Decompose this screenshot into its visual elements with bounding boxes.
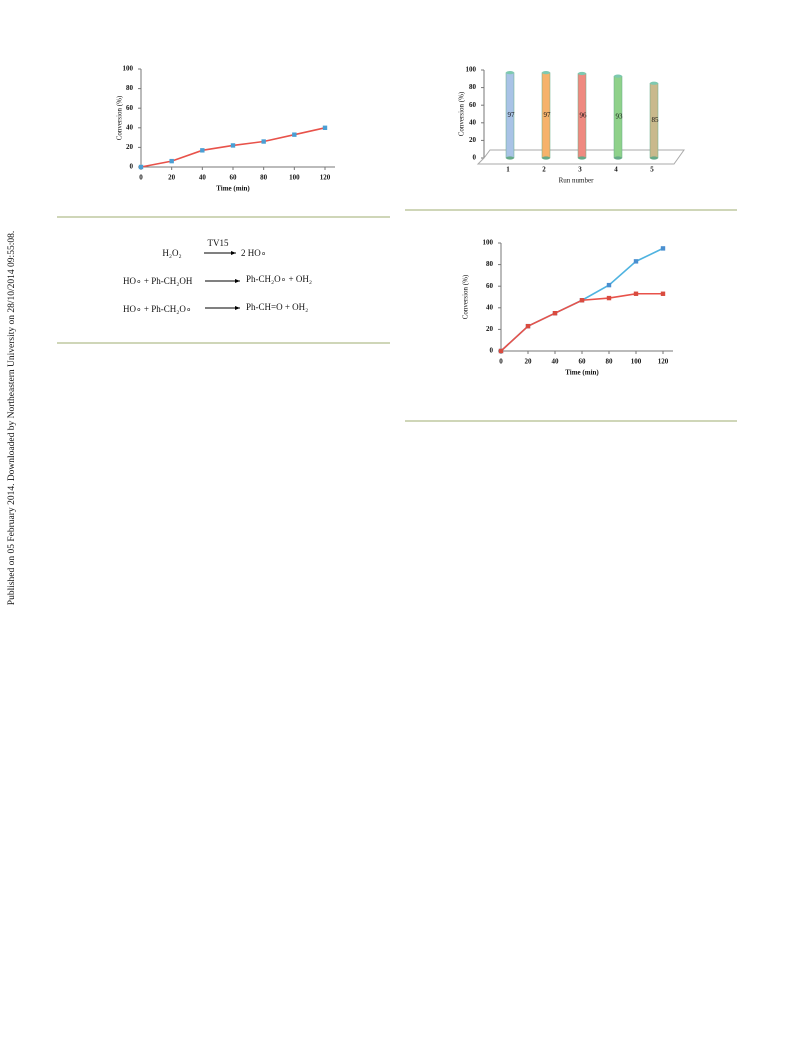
side-note: Published on 05 February 2014. Downloade… bbox=[7, 231, 17, 605]
y-tick-label: 60 bbox=[469, 101, 477, 109]
x-tick-label: 4 bbox=[614, 166, 618, 174]
x-tick-label: 2 bbox=[542, 166, 546, 174]
bar-top bbox=[542, 71, 550, 75]
marker bbox=[660, 246, 666, 251]
y-tick-label: 20 bbox=[486, 325, 494, 333]
arrowhead bbox=[235, 306, 240, 310]
x-tick-label: 1 bbox=[506, 166, 510, 174]
y-tick-label: 40 bbox=[469, 118, 477, 126]
y-tick-label: 60 bbox=[126, 104, 134, 112]
marker bbox=[169, 158, 174, 164]
value-label: 97 bbox=[508, 111, 516, 119]
x-tick-label: 0 bbox=[499, 358, 503, 366]
marker bbox=[606, 282, 612, 288]
y-tick-label: 80 bbox=[126, 84, 134, 92]
bar-top bbox=[506, 71, 514, 75]
marker bbox=[633, 291, 639, 296]
marker bbox=[552, 311, 558, 316]
bar-base bbox=[578, 156, 586, 160]
marker bbox=[660, 291, 666, 296]
bar-top bbox=[578, 71, 586, 76]
bar-top bbox=[614, 74, 622, 78]
x-tick-label: 60 bbox=[579, 358, 587, 366]
marker bbox=[138, 164, 144, 170]
y-tick-label: 80 bbox=[486, 260, 494, 268]
x-tick-label: 60 bbox=[230, 174, 238, 182]
marker bbox=[200, 148, 205, 153]
marker bbox=[525, 323, 531, 329]
marker bbox=[579, 298, 585, 303]
y-tick-label: 100 bbox=[483, 239, 494, 247]
x-axis-label: Time (min) bbox=[216, 185, 250, 193]
scheme: H₂O₂ TV15 2 HO∘ HO∘ + Ph-CH₂OH Ph-CH₂O∘ … bbox=[123, 238, 312, 314]
marker bbox=[230, 143, 236, 148]
scheme-right: 2 HO∘ bbox=[241, 248, 266, 258]
scheme-right: Ph-CH=O + OH₂ bbox=[246, 302, 308, 312]
x-axis-label: Time (min) bbox=[565, 369, 599, 377]
y-tick-label: 0 bbox=[473, 154, 477, 162]
x-tick-label: 3 bbox=[578, 166, 582, 174]
y-tick-label: 100 bbox=[466, 66, 477, 74]
scheme-right: Ph-CH₂O∘ + OH₂ bbox=[246, 274, 312, 284]
floor bbox=[476, 149, 685, 165]
x-tick-label: 40 bbox=[199, 174, 207, 182]
y-axis-label: Conversion (%) bbox=[116, 95, 124, 140]
y-axis-label: Conversion (%) bbox=[458, 91, 466, 136]
bar-base bbox=[650, 156, 658, 160]
value-label: 96 bbox=[580, 111, 588, 119]
x-tick-label: 120 bbox=[658, 358, 669, 366]
bar-top bbox=[650, 81, 658, 85]
x-tick-label: 120 bbox=[320, 174, 331, 182]
y-tick-label: 40 bbox=[486, 303, 494, 311]
y-tick-label: 40 bbox=[126, 123, 134, 131]
y-tick-label: 60 bbox=[486, 282, 494, 290]
x-tick-label: 80 bbox=[606, 358, 614, 366]
y-axis-label: Conversion (%) bbox=[462, 274, 470, 319]
scheme-left: H₂O₂ bbox=[162, 248, 181, 258]
y-tick-label: 20 bbox=[126, 143, 134, 151]
x-tick-label: 80 bbox=[260, 174, 268, 182]
x-tick-label: 20 bbox=[168, 174, 176, 182]
x-axis-label: Run number bbox=[559, 177, 594, 185]
marker bbox=[633, 259, 639, 264]
y-tick-label: 0 bbox=[130, 163, 134, 171]
y-tick-label: 20 bbox=[469, 136, 477, 144]
y-tick-label: 0 bbox=[490, 347, 494, 355]
arrowhead bbox=[231, 251, 236, 255]
bar-base bbox=[614, 156, 622, 160]
value-label: 85 bbox=[652, 116, 660, 124]
bar-base bbox=[542, 156, 550, 160]
scheme-left: HO∘ + Ph-CH₂OH bbox=[123, 276, 193, 286]
marker bbox=[498, 348, 504, 354]
x-tick-label: 5 bbox=[650, 166, 654, 174]
y-tick-label: 100 bbox=[123, 65, 134, 73]
y-tick-label: 80 bbox=[469, 83, 477, 91]
x-tick-label: 100 bbox=[631, 358, 642, 366]
marker bbox=[606, 295, 612, 301]
x-tick-label: 0 bbox=[139, 174, 143, 182]
arrowhead bbox=[235, 279, 240, 283]
marker bbox=[322, 125, 328, 130]
marker bbox=[292, 132, 297, 137]
x-tick-label: 20 bbox=[525, 358, 533, 366]
scheme-over: TV15 bbox=[208, 238, 229, 248]
marker bbox=[261, 139, 266, 144]
bar-base bbox=[506, 156, 514, 160]
value-label: 97 bbox=[544, 111, 552, 119]
scheme-left: HO∘ + Ph-CH₂O∘ bbox=[123, 304, 191, 314]
x-tick-label: 100 bbox=[289, 174, 300, 182]
x-tick-label: 40 bbox=[552, 358, 560, 366]
value-label: 93 bbox=[616, 113, 624, 121]
